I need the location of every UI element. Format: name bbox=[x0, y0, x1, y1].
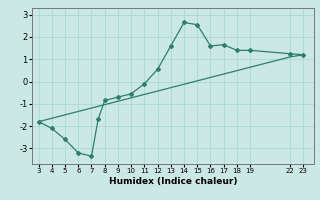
X-axis label: Humidex (Indice chaleur): Humidex (Indice chaleur) bbox=[108, 177, 237, 186]
